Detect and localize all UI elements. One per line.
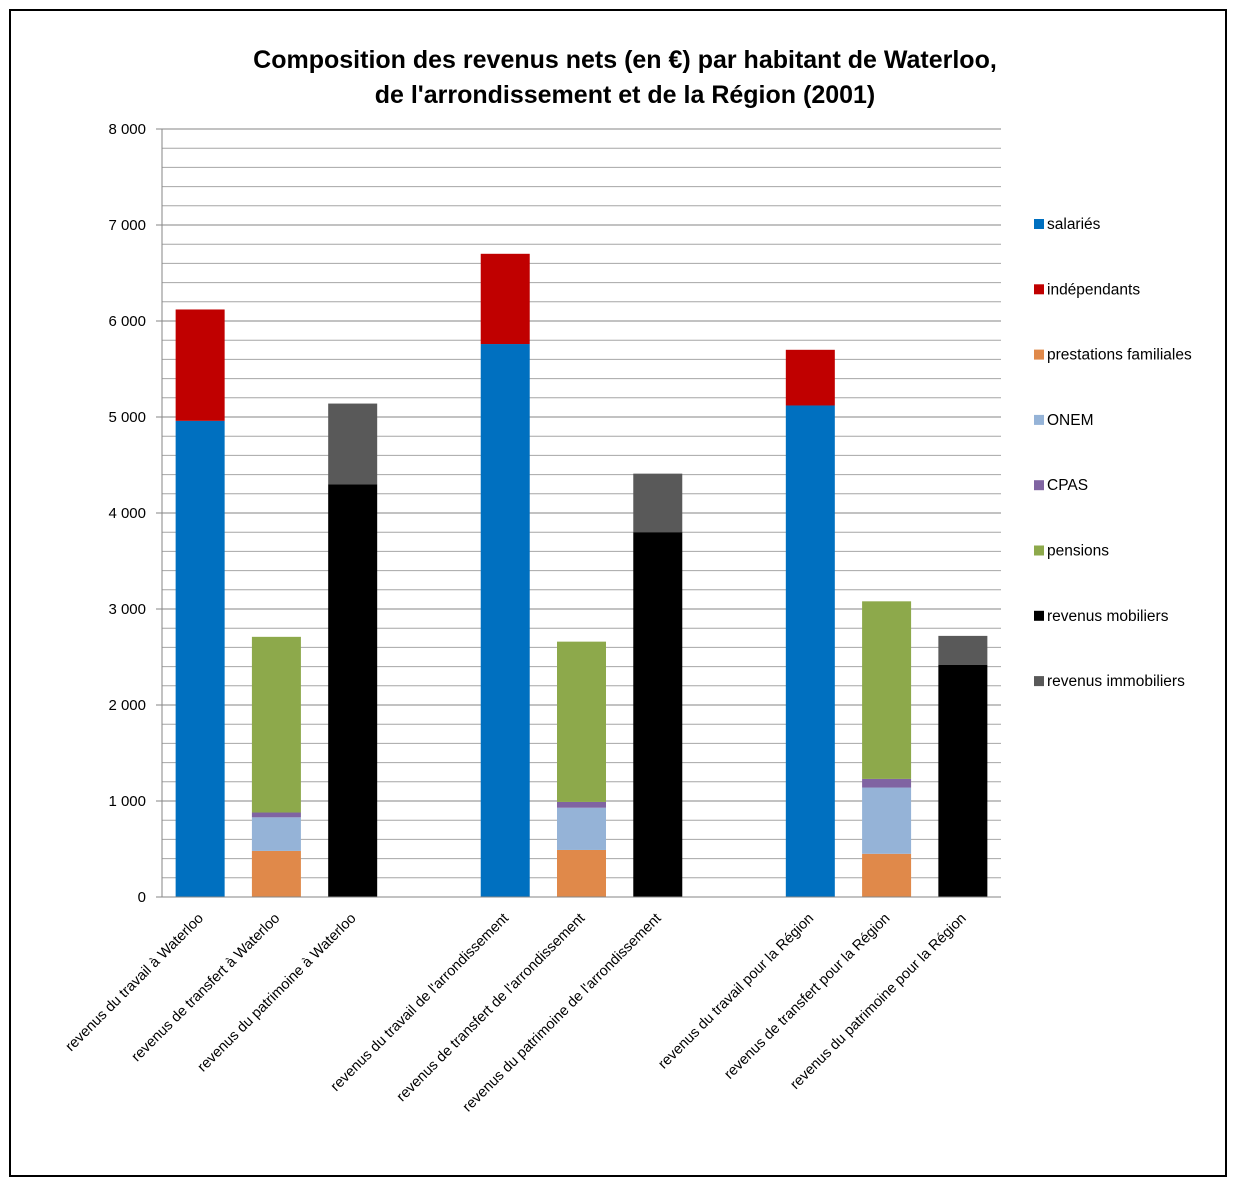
bar-segment [175, 309, 225, 421]
legend-item[interactable]: revenus immobiliers [1034, 673, 1185, 690]
legend-item[interactable]: ONEM [1034, 412, 1094, 429]
x-tick-label: revenus du travail pour la Région [655, 911, 817, 1073]
legend-swatch [1034, 545, 1044, 556]
chart-title-line-2: de l'arrondissement et de la Région (200… [375, 81, 876, 109]
legend-item[interactable]: salariés [1034, 216, 1101, 233]
legend-label: pensions [1047, 543, 1109, 560]
bar-segment [480, 344, 530, 897]
bar-segment [175, 420, 225, 897]
legend-label: salariés [1047, 216, 1101, 233]
x-tick-label: revenus de transfert pour la Région [721, 911, 893, 1083]
legend-swatch [1034, 349, 1044, 360]
bar-segment [862, 601, 912, 779]
chart-title-line-1: Composition des revenus nets (en €) par … [253, 46, 997, 74]
x-tick-label: revenus de transfert à Waterloo [129, 911, 284, 1066]
y-tick-label: 4 000 [108, 505, 146, 522]
legend-swatch [1034, 284, 1044, 295]
legend-item[interactable]: pensions [1034, 543, 1109, 560]
bar-segment [328, 484, 378, 897]
y-tick-label: 5 000 [108, 409, 146, 426]
bar-segment [557, 849, 606, 897]
x-tick-label: revenus du patrimoine pour la Région [787, 911, 969, 1093]
bar-segment [785, 349, 835, 406]
bar-segment [251, 850, 301, 897]
bar-segment [557, 801, 606, 808]
y-tick-label: 1 000 [108, 793, 146, 810]
legend-swatch [1034, 480, 1044, 491]
y-tick-label: 7 000 [108, 217, 146, 234]
legend-label: indépendants [1047, 281, 1140, 298]
legend-item[interactable]: indépendants [1034, 281, 1140, 298]
legend[interactable]: salariés indépendants prestations familial… [1034, 216, 1192, 690]
bar-segment [557, 807, 606, 850]
legend-item[interactable]: revenus mobiliers [1034, 608, 1169, 625]
y-tick-label: 0 [138, 889, 146, 906]
bars-group [175, 253, 988, 897]
legend-label: revenus immobiliers [1047, 673, 1185, 690]
bar-segment [557, 641, 606, 802]
bar-segment [633, 473, 683, 533]
bar-segment [328, 403, 378, 485]
bar-segment [862, 853, 912, 897]
y-tick-label: 3 000 [108, 601, 146, 618]
legend-swatch [1034, 219, 1044, 229]
legend-item[interactable]: prestations familiales [1034, 347, 1192, 364]
y-axis-ticks: 0 1 000 2 000 3 000 4 000 5 000 6 000 7 000 8 00… [108, 121, 162, 906]
bar-segment [938, 664, 988, 897]
legend-label: revenus mobiliers [1047, 608, 1169, 625]
bar-segment [862, 787, 912, 854]
bar-segment [862, 778, 912, 788]
bar-segment [633, 532, 683, 897]
bar-segment [785, 405, 835, 897]
legend-label: CPAS [1047, 477, 1088, 494]
y-tick-label: 8 000 [108, 121, 146, 138]
legend-swatch [1034, 610, 1044, 621]
bar-segment [480, 253, 530, 345]
legend-label: ONEM [1047, 412, 1094, 429]
bar-segment [251, 812, 301, 818]
bar-segment [251, 817, 301, 851]
y-tick-label: 2 000 [108, 697, 146, 714]
bar-segment [251, 636, 301, 813]
bar-segment [938, 635, 988, 665]
legend-swatch [1034, 414, 1044, 425]
y-tick-label: 6 000 [108, 313, 146, 330]
x-tick-label: revenus du patrimoine à Waterloo [195, 911, 360, 1076]
legend-swatch [1034, 676, 1044, 687]
legend-item[interactable]: CPAS [1034, 477, 1088, 494]
x-tick-label: revenus du travail à Waterloo [63, 911, 207, 1055]
legend-label: prestations familiales [1047, 347, 1192, 364]
